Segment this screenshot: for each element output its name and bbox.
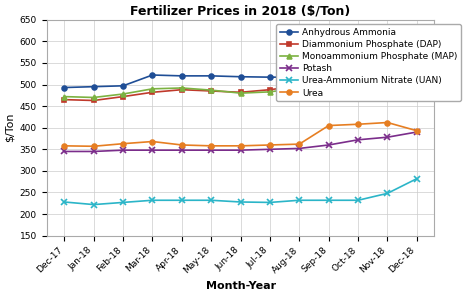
Potash (209, 148, 214, 152)
Diammonium Phosphate (DAP) (414, 71, 419, 74)
Monoammonium Phosphate (MAP) (238, 91, 244, 95)
Monoammonium Phosphate (MAP) (91, 96, 97, 99)
Urea-Ammonium Nitrate (UAN) (120, 201, 126, 204)
Diammonium Phosphate (DAP) (209, 89, 214, 93)
Monoammonium Phosphate (MAP) (296, 86, 302, 90)
Monoammonium Phosphate (MAP) (384, 76, 390, 80)
Urea (355, 122, 361, 126)
Potash (91, 150, 97, 153)
Urea-Ammonium Nitrate (UAN) (326, 199, 331, 202)
Diammonium Phosphate (DAP) (91, 99, 97, 102)
X-axis label: Month-Year: Month-Year (206, 281, 275, 291)
Urea-Ammonium Nitrate (UAN) (150, 199, 155, 202)
Line: Diammonium Phosphate (DAP): Diammonium Phosphate (DAP) (62, 70, 419, 103)
Potash (355, 138, 361, 142)
Monoammonium Phosphate (MAP) (179, 86, 185, 90)
Urea (414, 129, 419, 132)
Urea (267, 143, 273, 147)
Monoammonium Phosphate (MAP) (150, 87, 155, 91)
Urea-Ammonium Nitrate (UAN) (267, 201, 273, 204)
Urea (209, 144, 214, 148)
Anhydrous Ammonia (384, 70, 390, 73)
Line: Potash: Potash (62, 129, 419, 154)
Diammonium Phosphate (DAP) (62, 98, 67, 101)
Urea (91, 145, 97, 148)
Monoammonium Phosphate (MAP) (62, 95, 67, 98)
Urea (384, 121, 390, 124)
Urea (179, 143, 185, 147)
Potash (120, 148, 126, 152)
Urea-Ammonium Nitrate (UAN) (238, 200, 244, 204)
Urea-Ammonium Nitrate (UAN) (384, 191, 390, 195)
Potash (326, 143, 331, 147)
Diammonium Phosphate (DAP) (296, 84, 302, 88)
Anhydrous Ammonia (179, 74, 185, 78)
Anhydrous Ammonia (150, 73, 155, 77)
Urea (150, 140, 155, 143)
Monoammonium Phosphate (MAP) (267, 90, 273, 94)
Monoammonium Phosphate (MAP) (209, 88, 214, 92)
Urea (238, 144, 244, 148)
Anhydrous Ammonia (209, 74, 214, 78)
Monoammonium Phosphate (MAP) (414, 75, 419, 78)
Diammonium Phosphate (DAP) (326, 78, 331, 82)
Urea (62, 144, 67, 148)
Anhydrous Ammonia (238, 75, 244, 78)
Urea-Ammonium Nitrate (UAN) (296, 199, 302, 202)
Diammonium Phosphate (DAP) (267, 88, 273, 91)
Monoammonium Phosphate (MAP) (326, 84, 331, 88)
Potash (296, 147, 302, 150)
Diammonium Phosphate (DAP) (120, 95, 126, 98)
Urea-Ammonium Nitrate (UAN) (414, 177, 419, 181)
Urea (326, 124, 331, 127)
Urea-Ammonium Nitrate (UAN) (62, 200, 67, 204)
Title: Fertilizer Prices in 2018 ($/Ton): Fertilizer Prices in 2018 ($/Ton) (130, 4, 351, 17)
Line: Anhydrous Ammonia: Anhydrous Ammonia (62, 48, 419, 90)
Anhydrous Ammonia (296, 76, 302, 79)
Urea-Ammonium Nitrate (UAN) (209, 199, 214, 202)
Potash (384, 135, 390, 139)
Urea-Ammonium Nitrate (UAN) (91, 203, 97, 206)
Y-axis label: $/Ton: $/Ton (4, 113, 14, 142)
Monoammonium Phosphate (MAP) (355, 83, 361, 86)
Urea-Ammonium Nitrate (UAN) (179, 199, 185, 202)
Anhydrous Ammonia (355, 76, 361, 80)
Anhydrous Ammonia (414, 49, 419, 53)
Anhydrous Ammonia (267, 76, 273, 79)
Monoammonium Phosphate (MAP) (120, 92, 126, 96)
Anhydrous Ammonia (120, 84, 126, 88)
Line: Urea: Urea (62, 120, 419, 149)
Line: Urea-Ammonium Nitrate (UAN): Urea-Ammonium Nitrate (UAN) (62, 176, 419, 207)
Urea-Ammonium Nitrate (UAN) (355, 199, 361, 202)
Potash (267, 148, 273, 151)
Anhydrous Ammonia (62, 86, 67, 89)
Potash (238, 148, 244, 152)
Potash (62, 150, 67, 153)
Diammonium Phosphate (DAP) (238, 91, 244, 94)
Anhydrous Ammonia (326, 78, 331, 81)
Urea (296, 142, 302, 146)
Potash (414, 130, 419, 134)
Diammonium Phosphate (DAP) (384, 71, 390, 74)
Potash (150, 148, 155, 152)
Legend: Anhydrous Ammonia, Diammonium Phosphate (DAP), Monoammonium Phosphate (MAP), Pot: Anhydrous Ammonia, Diammonium Phosphate … (276, 24, 461, 101)
Urea (120, 142, 126, 145)
Diammonium Phosphate (DAP) (150, 91, 155, 94)
Diammonium Phosphate (DAP) (355, 75, 361, 78)
Anhydrous Ammonia (91, 85, 97, 88)
Line: Monoammonium Phosphate (MAP): Monoammonium Phosphate (MAP) (62, 74, 419, 100)
Diammonium Phosphate (DAP) (179, 88, 185, 91)
Potash (179, 148, 185, 152)
